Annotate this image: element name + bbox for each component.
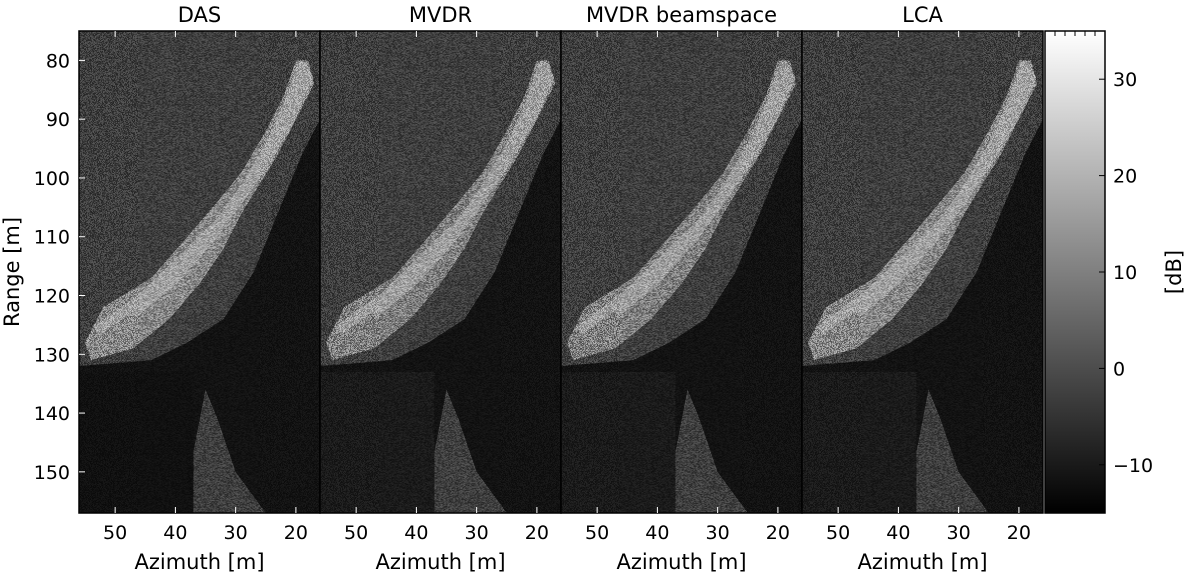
x-tick-label: 40 xyxy=(404,522,428,544)
x-axis-label: Azimuth [m] xyxy=(616,550,746,574)
colorbar-tick-label: 10 xyxy=(1113,262,1137,284)
y-tick-label: 120 xyxy=(34,286,70,308)
colorbar-label: [dB] xyxy=(1162,250,1186,294)
speckle-texture xyxy=(561,31,802,513)
colorbar: 30 20 10 0 −10 [dB] xyxy=(1044,30,1186,514)
y-tick-label: 140 xyxy=(34,403,70,425)
panel-title: DAS xyxy=(178,3,222,27)
panel-3: LCA 50 40 30 20 Azimuth [m] xyxy=(801,3,1044,574)
x-tick-label: 40 xyxy=(886,522,910,544)
y-tick-label: 90 xyxy=(46,109,70,131)
x-tick-label: 30 xyxy=(465,522,489,544)
x-axis-label: Azimuth [m] xyxy=(857,550,987,574)
x-tick-label: 40 xyxy=(163,522,187,544)
y-tick-label: 80 xyxy=(46,50,70,72)
colorbar-gradient xyxy=(1044,30,1106,514)
panel-title: MVDR xyxy=(409,3,472,27)
x-tick-label: 40 xyxy=(645,522,669,544)
speckle-texture xyxy=(802,31,1043,513)
x-tick-label: 50 xyxy=(344,522,368,544)
colorbar-tick-label: 0 xyxy=(1113,358,1125,380)
panel-frame xyxy=(801,30,1044,514)
panel-title: MVDR beamspace xyxy=(586,3,777,27)
x-axis-label: Azimuth [m] xyxy=(375,550,505,574)
x-tick-label: 50 xyxy=(103,522,127,544)
x-tick-label: 20 xyxy=(766,522,790,544)
speckle-texture xyxy=(79,31,320,513)
x-tick-label: 20 xyxy=(284,522,308,544)
x-tick-label: 30 xyxy=(224,522,248,544)
x-tick-label: 50 xyxy=(826,522,850,544)
panel-2: MVDR beamspace 50 40 30 20 Azimuth [m] xyxy=(560,3,803,574)
speckle-texture xyxy=(320,31,561,513)
x-tick-label: 30 xyxy=(706,522,730,544)
sonar-image-1 xyxy=(320,31,561,513)
x-axis-label: Azimuth [m] xyxy=(134,550,264,574)
y-tick-label: 110 xyxy=(34,227,70,249)
y-tick-label: 130 xyxy=(34,344,70,366)
panel-0: DAS 50 40 30 20 Azimuth [m] 80 90 100 110 120 130 14… xyxy=(0,3,321,574)
colorbar-tick-label: −10 xyxy=(1113,455,1153,477)
y-tick-label: 100 xyxy=(34,168,70,190)
y-axis-label: Range [m] xyxy=(0,217,24,327)
colorbar-tick-label: 20 xyxy=(1113,166,1137,188)
sonar-image-2 xyxy=(561,31,802,513)
panel-title: LCA xyxy=(902,3,943,27)
sonar-image-3 xyxy=(802,31,1043,513)
y-tick-label: 150 xyxy=(34,462,70,484)
x-tick-label: 20 xyxy=(1007,522,1031,544)
panel-1: MVDR 50 40 30 20 Azimuth [m] xyxy=(319,3,562,574)
x-tick-label: 30 xyxy=(947,522,971,544)
panels: DAS 50 40 30 20 Azimuth [m] 80 90 100 110 120 130 14… xyxy=(0,3,1044,574)
x-tick-label: 20 xyxy=(525,522,549,544)
x-tick-label: 50 xyxy=(585,522,609,544)
colorbar-tick-label: 30 xyxy=(1113,69,1137,91)
sonar-image-0 xyxy=(79,31,320,513)
